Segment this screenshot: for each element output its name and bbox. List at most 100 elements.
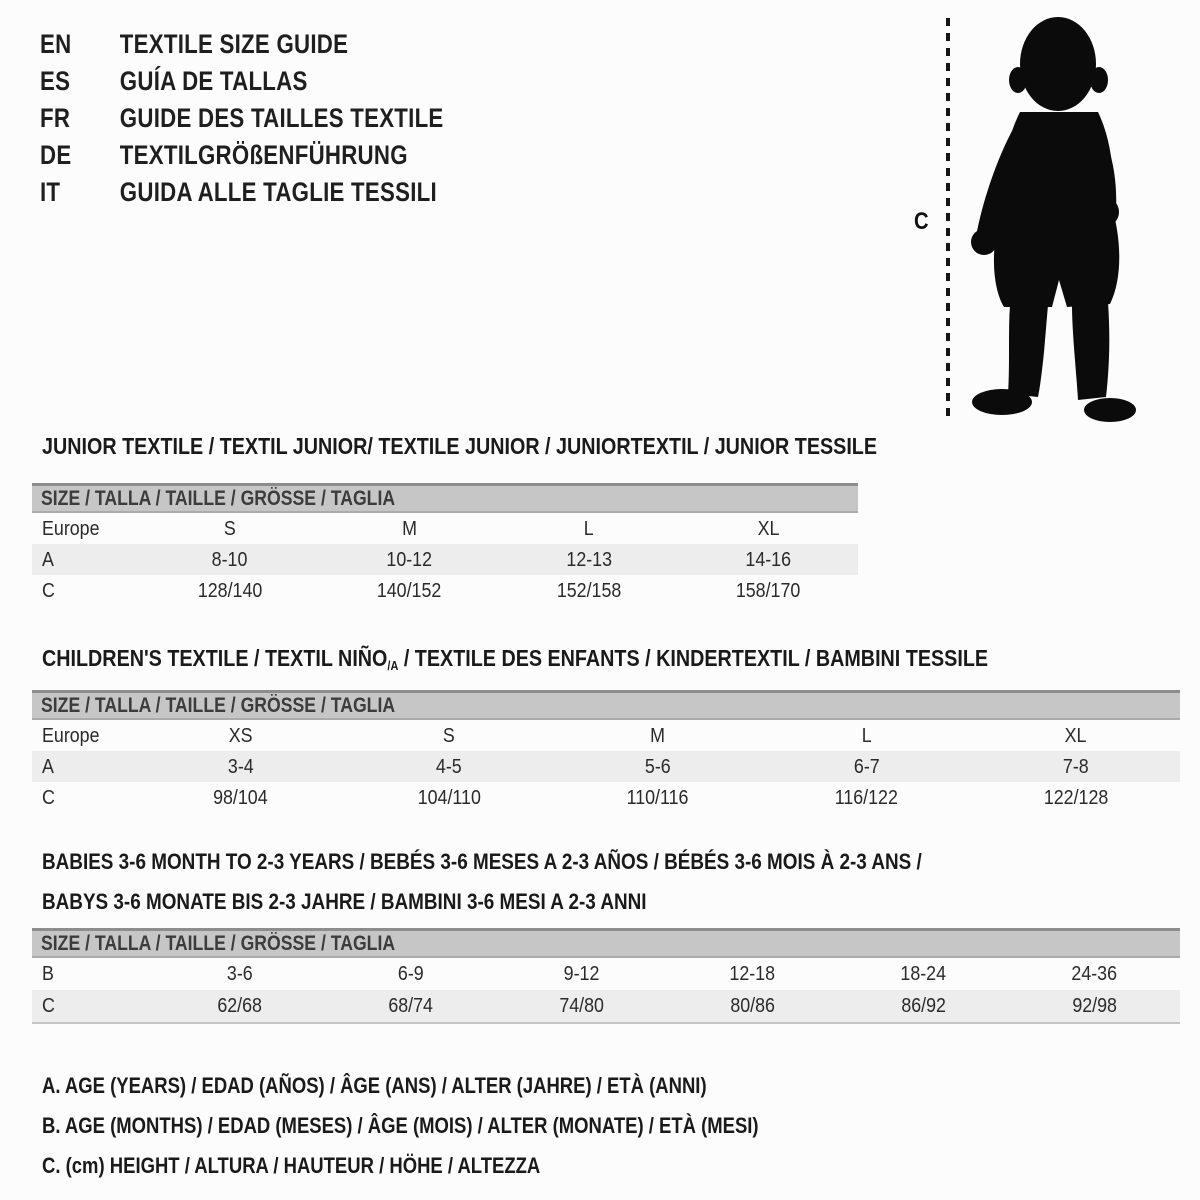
language-label: GUIDE DES TAILLES TEXTILE [119,103,444,133]
age-cell: 3-4 [227,754,254,778]
height-cell: 62/68 [217,994,262,1017]
legend-line-a: A. AGE (YEARS) / EDAD (AÑOS) / ÂGE (ANS)… [42,1066,895,1106]
row-label: C [42,785,55,809]
height-measure-label: C [914,208,929,235]
legend-line-a-text: A. AGE (YEARS) / EDAD (AÑOS) / ÂGE (ANS)… [42,1073,707,1098]
age-cell: 24-36 [1071,962,1118,985]
age-cell: 6-7 [853,754,880,778]
row-label: C [42,994,55,1017]
language-label: GUIDA ALLE TAGLIE TESSILI [119,177,437,207]
age-cell: 8-10 [211,547,248,571]
age-cell: 3-6 [226,962,253,985]
table-row: B 3-6 6-9 9-12 12-18 18-24 24-36 [32,958,1180,990]
size-header-label: SIZE / TALLA / TAILLE / GRÖSSE / TAGLIA [41,693,396,717]
babies-title-line1: BABIES 3-6 MONTH TO 2-3 YEARS / BEBÉS 3-… [42,849,922,874]
language-code: FR [40,103,71,133]
junior-section-title-text: JUNIOR TEXTILE / TEXTIL JUNIOR/ TEXTILE … [42,433,878,459]
children-section-title: CHILDREN'S TEXTILE / TEXTIL NIÑO/A / TEX… [42,644,1168,676]
size-cell: L [861,723,872,747]
age-cell: 7-8 [1062,754,1089,778]
language-row-en: EN TEXTILE SIZE GUIDE [40,26,444,63]
legend-line-c: C. (cm) HEIGHT / ALTURA / HAUTEUR / HÖHE… [42,1146,895,1186]
size-cell: XL [757,516,780,540]
height-cell: 152/158 [556,578,621,602]
language-row-de: DE TEXTILGRÖßENFÜHRUNG [40,137,444,174]
children-title-post: / TEXTILE DES ENFANTS / KINDERTEXTIL / B… [398,645,989,671]
size-cell: XS [228,723,253,747]
height-cell: 110/116 [627,785,689,809]
size-cell: S [443,723,456,747]
age-cell: 4-5 [436,754,463,778]
junior-table-header: SIZE / TALLA / TAILLE / GRÖSSE / TAGLIA [32,483,858,513]
table-row: C 128/140 140/152 152/158 158/170 [32,575,858,606]
row-label: B [42,962,54,985]
language-row-es: ES GUÍA DE TALLAS [40,63,444,100]
height-cell: 140/152 [377,578,442,602]
language-code: IT [40,177,61,207]
age-cell: 6-9 [397,962,424,985]
language-row-fr: FR GUIDE DES TAILLES TEXTILE [40,100,444,137]
table-row: A 8-10 10-12 12-13 14-16 [32,544,858,575]
language-row-it: IT GUIDA ALLE TAGLIE TESSILI [40,174,444,211]
height-cell: 104/110 [417,785,481,809]
junior-section-title: JUNIOR TEXTILE / TEXTIL JUNIOR/ TEXTILE … [42,432,1036,460]
age-cell: 5-6 [645,754,671,778]
language-code: DE [40,140,72,170]
children-section-title-text: CHILDREN'S TEXTILE / TEXTIL NIÑO/A / TEX… [42,644,988,676]
legend-line-c-text: C. (cm) HEIGHT / ALTURA / HAUTEUR / HÖHE… [42,1153,541,1178]
language-list: EN TEXTILE SIZE GUIDE ES GUÍA DE TALLAS FR… [40,26,444,211]
size-cell: M [401,516,417,540]
row-label: C [42,578,55,602]
legend-line-b: B. AGE (MONTHS) / EDAD (MESES) / ÂGE (MO… [42,1106,895,1146]
height-cell: 74/80 [559,994,604,1017]
row-label: Europe [42,516,100,540]
language-code: ES [40,66,71,96]
height-measure-dashed-line [946,18,950,416]
height-cell: 80/86 [730,994,775,1017]
age-cell: 12-18 [729,962,776,985]
size-cell: L [583,516,594,540]
babies-section-title: BABIES 3-6 MONTH TO 2-3 YEARS / BEBÉS 3-… [42,842,1089,922]
children-title-subscript: /A [387,658,399,673]
row-label: A [42,547,54,571]
size-header-label: SIZE / TALLA / TAILLE / GRÖSSE / TAGLIA [41,931,396,955]
height-cell: 68/74 [388,994,433,1017]
children-title-pre: CHILDREN'S TEXTILE / TEXTIL NIÑO [42,645,388,671]
babies-title-line2: BABYS 3-6 MONATE BIS 2-3 JAHRE / BAMBINI… [42,889,647,914]
size-cell: XL [1064,723,1087,747]
babies-table-header: SIZE / TALLA / TAILLE / GRÖSSE / TAGLIA [32,928,1180,958]
children-table-header: SIZE / TALLA / TAILLE / GRÖSSE / TAGLIA [32,690,1180,720]
age-cell: 12-13 [565,547,612,571]
height-cell: 92/98 [1072,994,1117,1017]
row-label: Europe [42,723,100,747]
height-cell: 122/128 [1043,785,1108,809]
row-label: A [42,754,54,778]
language-label: TEXTILGRÖßENFÜHRUNG [119,140,408,170]
language-label: GUÍA DE TALLAS [119,66,308,96]
height-cell: 86/92 [901,994,946,1017]
age-cell: 14-16 [745,547,792,571]
legend-line-b-text: B. AGE (MONTHS) / EDAD (MESES) / ÂGE (MO… [42,1113,759,1138]
table-row: A 3-4 4-5 5-6 6-7 7-8 [32,751,1180,782]
language-label: TEXTILE SIZE GUIDE [119,29,349,59]
age-cell: 18-24 [900,962,947,985]
size-header-label: SIZE / TALLA / TAILLE / GRÖSSE / TAGLIA [41,486,396,510]
babies-size-table: SIZE / TALLA / TAILLE / GRÖSSE / TAGLIA … [32,928,1180,1024]
children-size-table: SIZE / TALLA / TAILLE / GRÖSSE / TAGLIA … [32,690,1180,813]
table-row: Europe XS S M L XL [32,720,1180,751]
height-cell: 128/140 [197,578,262,602]
age-cell: 10-12 [386,547,433,571]
height-cell: 98/104 [213,785,268,809]
table-row: C 98/104 104/110 110/116 116/122 122/128 [32,782,1180,813]
height-cell: 158/170 [736,578,801,602]
height-cell: 116/122 [835,785,899,809]
size-cell: M [650,723,666,747]
junior-size-table: SIZE / TALLA / TAILLE / GRÖSSE / TAGLIA … [32,483,858,606]
baby-silhouette-icon [971,17,1136,422]
table-row: C 62/68 68/74 74/80 80/86 86/92 92/98 [32,990,1180,1022]
table-row: Europe S M L XL [32,513,858,544]
age-cell: 9-12 [563,962,600,985]
legend: A. AGE (YEARS) / EDAD (AÑOS) / ÂGE (ANS)… [42,1066,895,1186]
language-code: EN [40,29,72,59]
